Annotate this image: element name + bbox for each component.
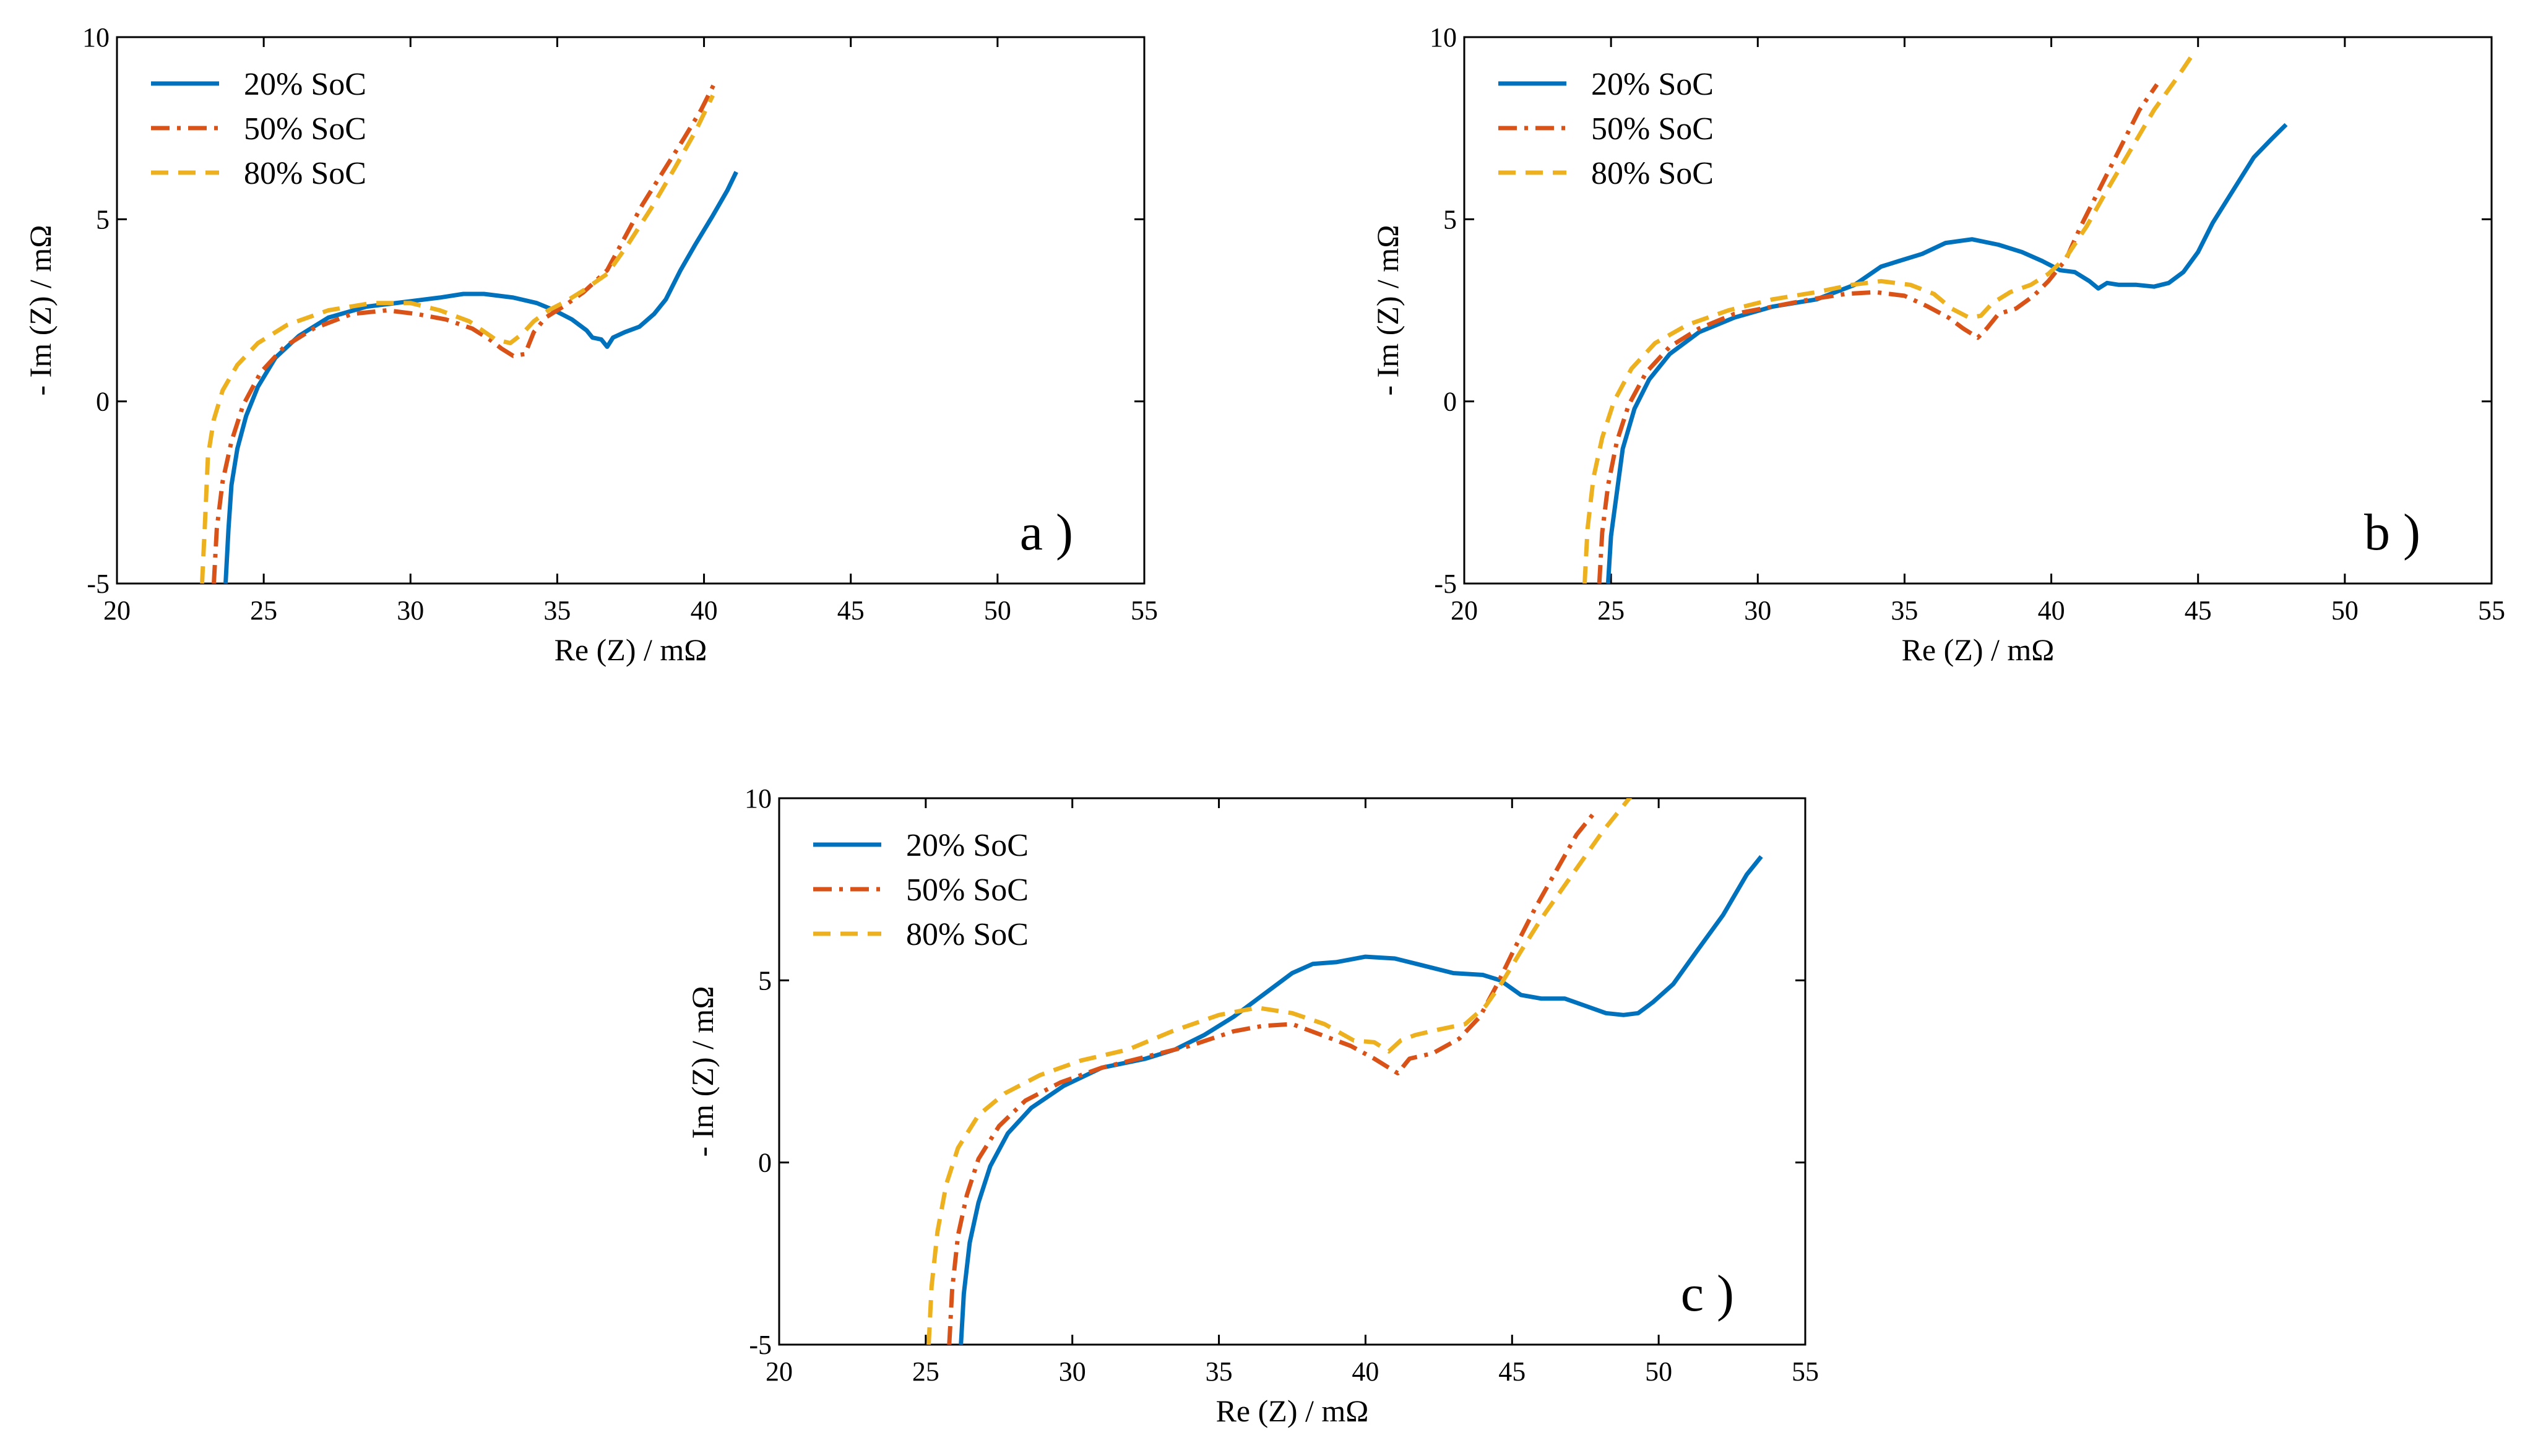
x-tick-label: 20	[103, 595, 131, 626]
y-tick-label: 0	[96, 387, 110, 417]
plot-frame	[116, 36, 1146, 585]
x-axis-title: Re (Z) / mΩ	[555, 632, 707, 667]
x-tick-label: 50	[984, 595, 1011, 626]
y-tick-label: 5	[96, 204, 110, 235]
plot-frame	[778, 797, 1806, 1346]
y-tick-label: -5	[87, 569, 110, 599]
x-tick-label: 30	[1744, 595, 1771, 626]
panel-1: 20 25 30 35 40 45 50 55 -5 0 5 10 Re (Z) / mΩ - Im (Z…	[1370, 22, 2505, 667]
y-tick-label: 0	[1443, 387, 1457, 417]
series-line	[959, 855, 1763, 1345]
y-axis-title: - Im (Z) / mΩ	[23, 225, 58, 396]
panel-0: 20 25 30 35 40 45 50 55 -5 0 5 10 Re (Z) / mΩ - Im (Z…	[23, 22, 1158, 667]
x-axis-title: Re (Z) / mΩ	[1902, 632, 2055, 667]
y-tick-label: 5	[758, 965, 772, 996]
x-tick-label: 25	[912, 1356, 939, 1387]
series-line	[947, 808, 1599, 1345]
x-tick-label: 30	[1059, 1356, 1086, 1387]
x-tick-label: 30	[397, 595, 424, 626]
x-tick-label: 55	[2478, 595, 2505, 626]
panel-label: a )	[1020, 504, 1073, 561]
panel-2: 20 25 30 35 40 45 50 55 -5 0 5 10 Re (Z) / mΩ - Im (Z…	[685, 783, 1819, 1428]
x-tick-label: 50	[2331, 595, 2359, 626]
y-tick-label: -5	[1434, 569, 1457, 599]
series-line	[926, 798, 1633, 1345]
legend-label: 20% SoC	[1591, 67, 1714, 102]
series-line	[1582, 54, 2195, 584]
x-tick-label: 20	[766, 1356, 793, 1387]
series-line	[1605, 123, 2288, 584]
x-tick-label: 40	[1352, 1356, 1379, 1387]
x-axis-title: Re (Z) / mΩ	[1216, 1394, 1369, 1428]
x-tick-label: 40	[2038, 595, 2065, 626]
series-line	[223, 171, 738, 584]
x-tick-label: 35	[1891, 595, 1918, 626]
legend-label: 80% SoC	[1591, 156, 1714, 191]
y-tick-label: 5	[1443, 204, 1457, 235]
x-tick-label: 40	[691, 595, 718, 626]
x-tick-label: 45	[1498, 1356, 1526, 1387]
plot-frame	[1463, 36, 2493, 585]
legend-label: 80% SoC	[244, 156, 366, 191]
y-tick-label: -5	[749, 1330, 772, 1360]
x-tick-label: 20	[1451, 595, 1478, 626]
x-tick-label: 25	[250, 595, 277, 626]
x-tick-label: 50	[1645, 1356, 1672, 1387]
series-line	[200, 94, 715, 584]
legend-label: 20% SoC	[906, 828, 1029, 863]
y-tick-label: 10	[82, 22, 110, 53]
legend-label: 20% SoC	[244, 67, 366, 102]
y-tick-label: 0	[758, 1148, 772, 1178]
x-tick-label: 35	[1206, 1356, 1233, 1387]
series-line	[212, 80, 718, 584]
legend-label: 50% SoC	[906, 872, 1029, 908]
x-tick-label: 45	[2185, 595, 2212, 626]
panel-label: b )	[2364, 504, 2420, 561]
x-tick-label: 35	[543, 595, 571, 626]
x-tick-label: 25	[1597, 595, 1625, 626]
y-axis-title: - Im (Z) / mΩ	[685, 986, 720, 1157]
legend-label: 50% SoC	[1591, 111, 1714, 147]
x-tick-label: 55	[1792, 1356, 1819, 1387]
x-tick-label: 55	[1131, 595, 1158, 626]
series-line	[1597, 83, 2159, 584]
legend-label: 80% SoC	[906, 917, 1029, 952]
x-tick-label: 45	[837, 595, 865, 626]
y-axis-title: - Im (Z) / mΩ	[1370, 225, 1405, 396]
y-tick-label: 10	[1430, 22, 1457, 53]
y-tick-label: 10	[745, 783, 772, 814]
legend-label: 50% SoC	[244, 111, 366, 147]
panel-label: c )	[1681, 1265, 1734, 1322]
